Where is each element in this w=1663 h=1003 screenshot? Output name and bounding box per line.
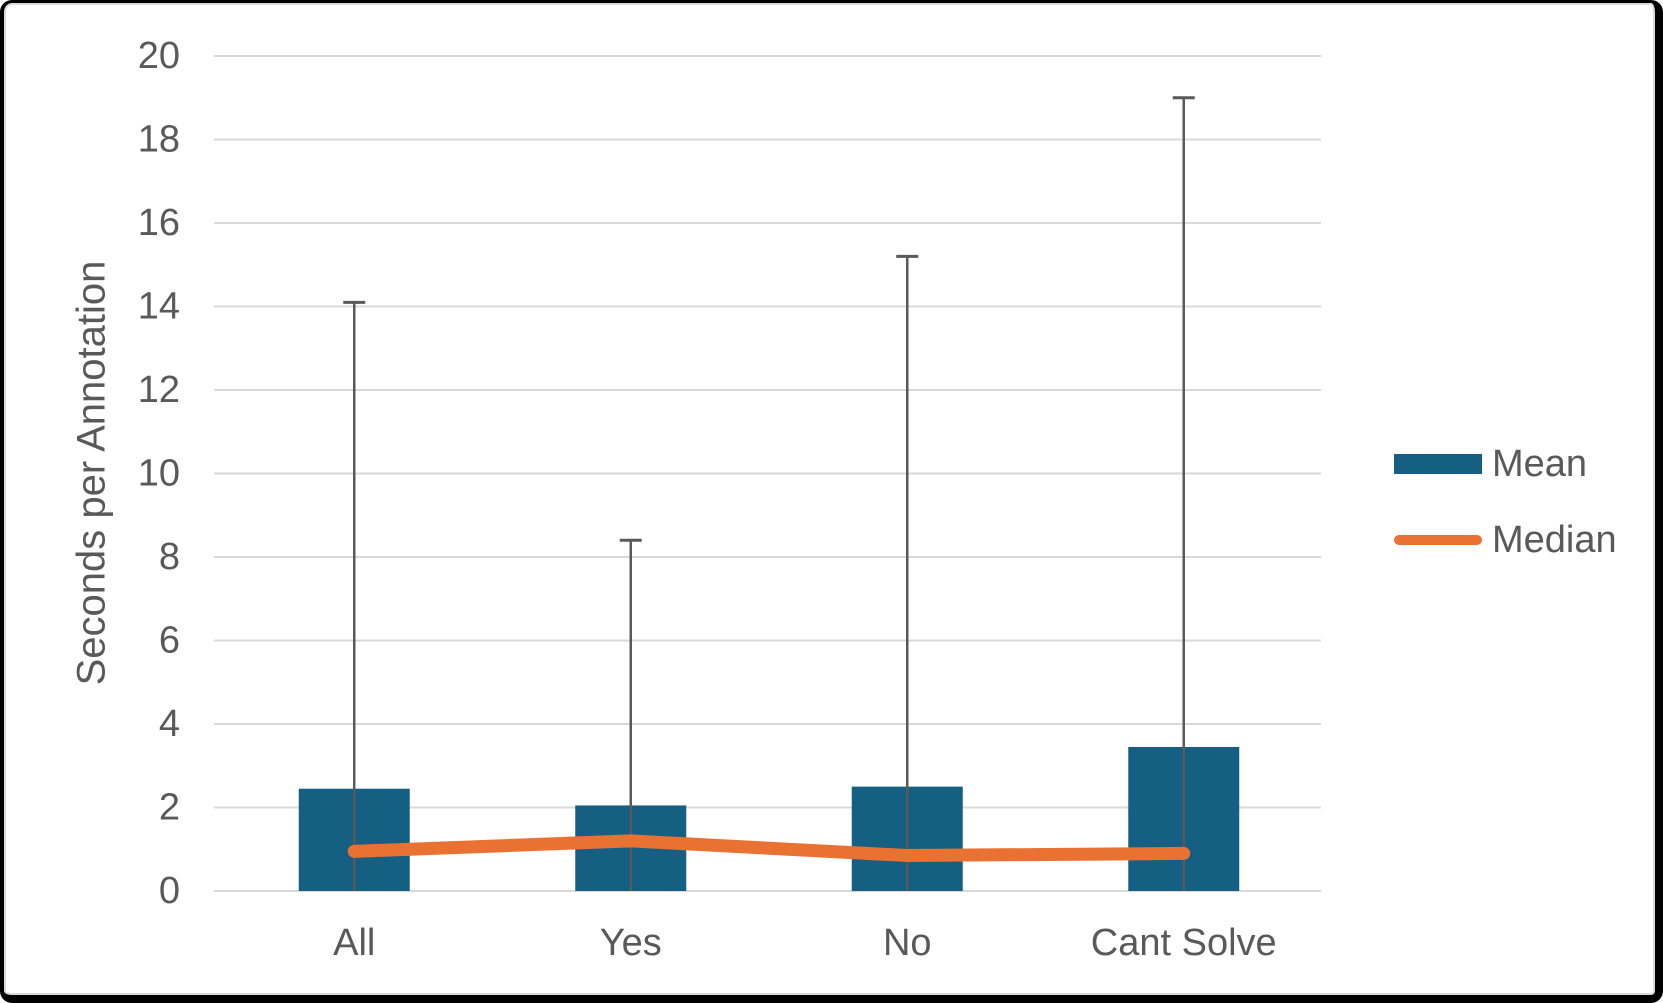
y-tick-label: 8 [159, 536, 180, 578]
legend-item-median: Median [1394, 518, 1617, 561]
legend: Mean Median [1394, 442, 1617, 561]
legend-label-median: Median [1492, 518, 1617, 561]
y-tick-label: 12 [138, 369, 180, 411]
y-tick-label: 18 [138, 119, 180, 161]
y-tick-label: 14 [138, 286, 180, 328]
y-tick-label: 4 [159, 703, 180, 745]
y-tick-label: 0 [159, 870, 180, 912]
y-tick-label: 20 [138, 35, 180, 77]
legend-label-mean: Mean [1492, 442, 1588, 485]
x-category-label-yes: Yes [600, 922, 662, 964]
median-line-swatch-icon [1394, 535, 1482, 545]
legend-item-mean: Mean [1394, 442, 1617, 485]
y-tick-label: 2 [159, 787, 180, 829]
x-category-label-all: All [333, 922, 375, 964]
y-axis-title: Seconds per Annotation [69, 260, 114, 686]
chart-svg: 0 2 4 6 8 10 12 14 16 18 20 All Yes No Cant Solve [138, 35, 1321, 964]
x-category-label-cant-solve: Cant Solve [1091, 922, 1277, 964]
y-tick-label: 10 [138, 453, 180, 495]
y-tick-label: 16 [138, 202, 180, 244]
median-line [347, 834, 1191, 863]
y-tick-label: 6 [159, 620, 180, 662]
x-category-label-no: No [883, 922, 932, 964]
mean-bar-swatch-icon [1394, 454, 1482, 474]
